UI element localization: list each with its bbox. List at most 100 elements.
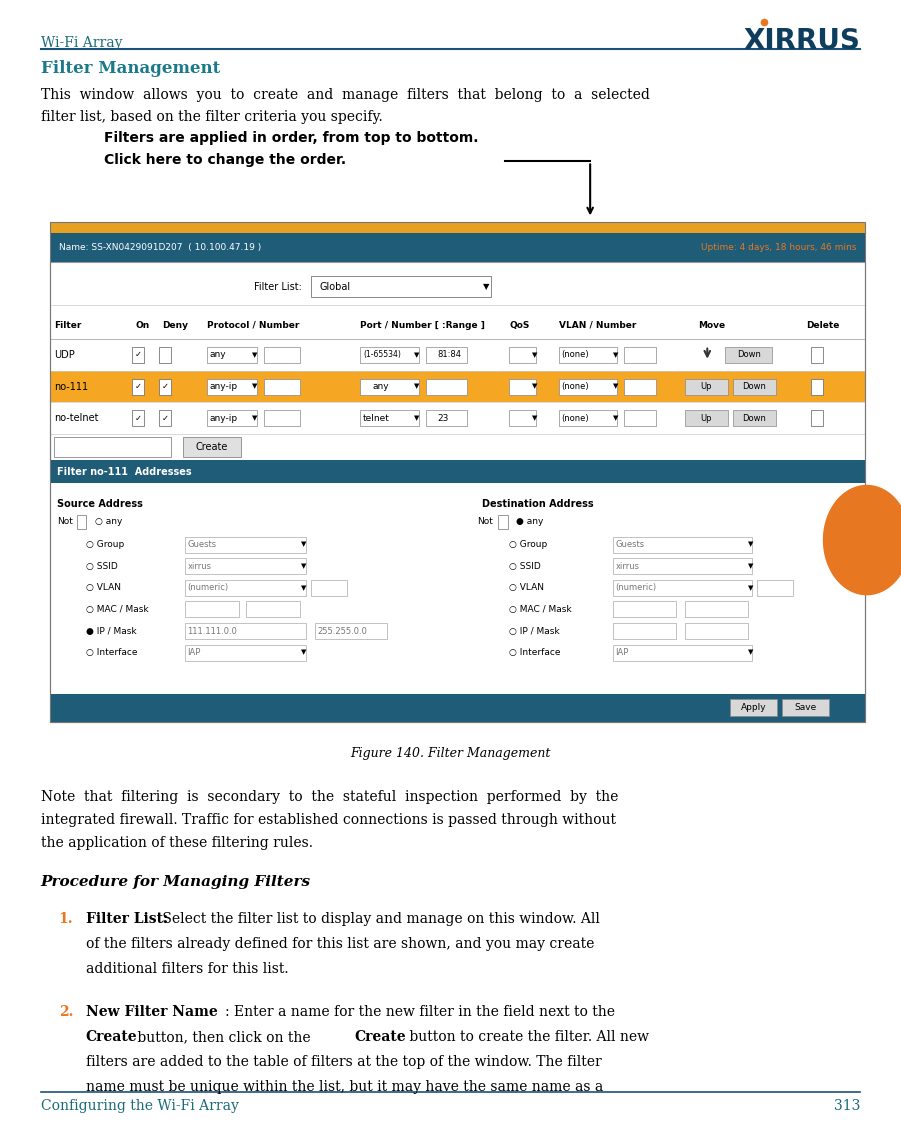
Text: ▼: ▼ [301,649,306,656]
Text: ○ VLAN: ○ VLAN [509,583,544,592]
Text: 81:84: 81:84 [437,350,461,359]
Text: ▼: ▼ [414,415,420,422]
Text: ▼: ▼ [613,351,618,358]
FancyBboxPatch shape [159,347,171,363]
Text: This  window  allows  you  to  create  and  manage  filters  that  belong  to  a: This window allows you to create and man… [41,88,650,101]
FancyBboxPatch shape [77,515,86,529]
Text: any-ip: any-ip [210,414,238,423]
Text: 1.: 1. [59,912,73,926]
Text: ▼: ▼ [532,415,537,422]
Text: ▼: ▼ [613,383,618,390]
Text: integrated firewall. Traffic for established connections is passed through witho: integrated firewall. Traffic for establi… [41,813,615,827]
Text: ○ Group: ○ Group [509,540,547,549]
FancyBboxPatch shape [50,222,865,233]
Text: Down: Down [742,382,766,391]
FancyBboxPatch shape [185,580,306,596]
Text: Create: Create [196,442,228,451]
Text: Figure 140. Filter Management: Figure 140. Filter Management [350,747,551,760]
Text: Guests: Guests [187,540,216,549]
FancyBboxPatch shape [426,410,467,426]
FancyBboxPatch shape [132,347,144,363]
FancyBboxPatch shape [50,371,865,402]
Text: Procedure for Managing Filters: Procedure for Managing Filters [41,875,311,889]
Text: filters are added to the table of filters at the top of the window. The filter: filters are added to the table of filter… [86,1055,601,1069]
FancyBboxPatch shape [207,379,257,395]
Text: ▼: ▼ [748,584,753,591]
Text: button, then click on the: button, then click on the [133,1030,315,1044]
FancyBboxPatch shape [559,379,617,395]
Text: : Enter a name for the new filter in the field next to the: : Enter a name for the new filter in the… [225,1005,615,1019]
FancyBboxPatch shape [159,410,171,426]
Text: Wi-Fi Array: Wi-Fi Array [41,36,122,50]
Text: Filter Management: Filter Management [41,60,220,77]
Text: Port / Number [ :Range ]: Port / Number [ :Range ] [360,321,486,330]
Text: ○ MAC / Mask: ○ MAC / Mask [509,605,572,614]
FancyBboxPatch shape [685,410,728,426]
Text: ✓: ✓ [134,414,141,423]
Text: any: any [372,382,388,391]
FancyBboxPatch shape [185,645,306,661]
Text: ○ SSID: ○ SSID [509,562,541,571]
Text: Filter List:: Filter List: [86,912,168,926]
Text: Configuring the Wi-Fi Array: Configuring the Wi-Fi Array [41,1099,239,1113]
Text: filter list, based on the filter criteria you specify.: filter list, based on the filter criteri… [41,110,382,124]
Text: any-ip: any-ip [210,382,238,391]
FancyBboxPatch shape [613,580,752,596]
FancyBboxPatch shape [360,347,419,363]
FancyBboxPatch shape [685,379,728,395]
FancyBboxPatch shape [685,623,748,639]
Text: ▼: ▼ [613,415,618,422]
Text: 23: 23 [437,414,449,423]
Text: Up: Up [701,382,712,391]
Text: Source Address: Source Address [57,499,142,509]
FancyBboxPatch shape [159,379,171,395]
Text: telnet: telnet [363,414,390,423]
Text: ✓: ✓ [134,382,141,391]
Text: ● IP / Mask: ● IP / Mask [86,626,136,636]
FancyBboxPatch shape [185,623,306,639]
Text: Filter List:: Filter List: [254,282,302,291]
FancyBboxPatch shape [132,379,144,395]
FancyBboxPatch shape [624,410,656,426]
Text: VLAN / Number: VLAN / Number [559,321,636,330]
FancyBboxPatch shape [613,645,752,661]
Text: ○ SSID: ○ SSID [86,562,117,571]
Text: Up: Up [701,414,712,423]
FancyBboxPatch shape [315,623,387,639]
FancyBboxPatch shape [613,558,752,574]
Text: ▼: ▼ [748,563,753,570]
Text: Create: Create [354,1030,405,1044]
Text: ○ IP / Mask: ○ IP / Mask [509,626,560,636]
FancyBboxPatch shape [264,379,300,395]
Text: 255.255.0.0: 255.255.0.0 [317,626,367,636]
FancyBboxPatch shape [185,537,306,553]
Text: Move: Move [698,321,725,330]
FancyBboxPatch shape [50,262,865,722]
FancyBboxPatch shape [509,379,536,395]
FancyBboxPatch shape [733,410,776,426]
FancyBboxPatch shape [757,580,793,596]
Text: ○ MAC / Mask: ○ MAC / Mask [86,605,149,614]
Text: ▼: ▼ [414,351,420,358]
Text: New Filter Name: New Filter Name [86,1005,217,1019]
FancyBboxPatch shape [311,580,347,596]
FancyBboxPatch shape [733,379,776,395]
Text: ▼: ▼ [301,584,306,591]
Text: ▼: ▼ [483,282,490,291]
FancyBboxPatch shape [725,347,772,363]
FancyBboxPatch shape [624,347,656,363]
Text: no-111: no-111 [54,382,88,391]
Text: name must be unique within the list, but it may have the same name as a: name must be unique within the list, but… [86,1080,603,1094]
FancyBboxPatch shape [360,379,419,395]
FancyBboxPatch shape [50,694,865,722]
FancyBboxPatch shape [782,699,829,716]
Text: Not: Not [478,517,494,526]
FancyBboxPatch shape [811,347,823,363]
Text: ▼: ▼ [532,383,537,390]
FancyBboxPatch shape [207,410,257,426]
Text: (none): (none) [561,414,589,423]
Circle shape [824,485,901,595]
Text: Global: Global [320,282,351,291]
Text: ✓: ✓ [161,414,168,423]
Text: Uptime: 4 days, 18 hours, 46 mins: Uptime: 4 days, 18 hours, 46 mins [701,243,856,251]
